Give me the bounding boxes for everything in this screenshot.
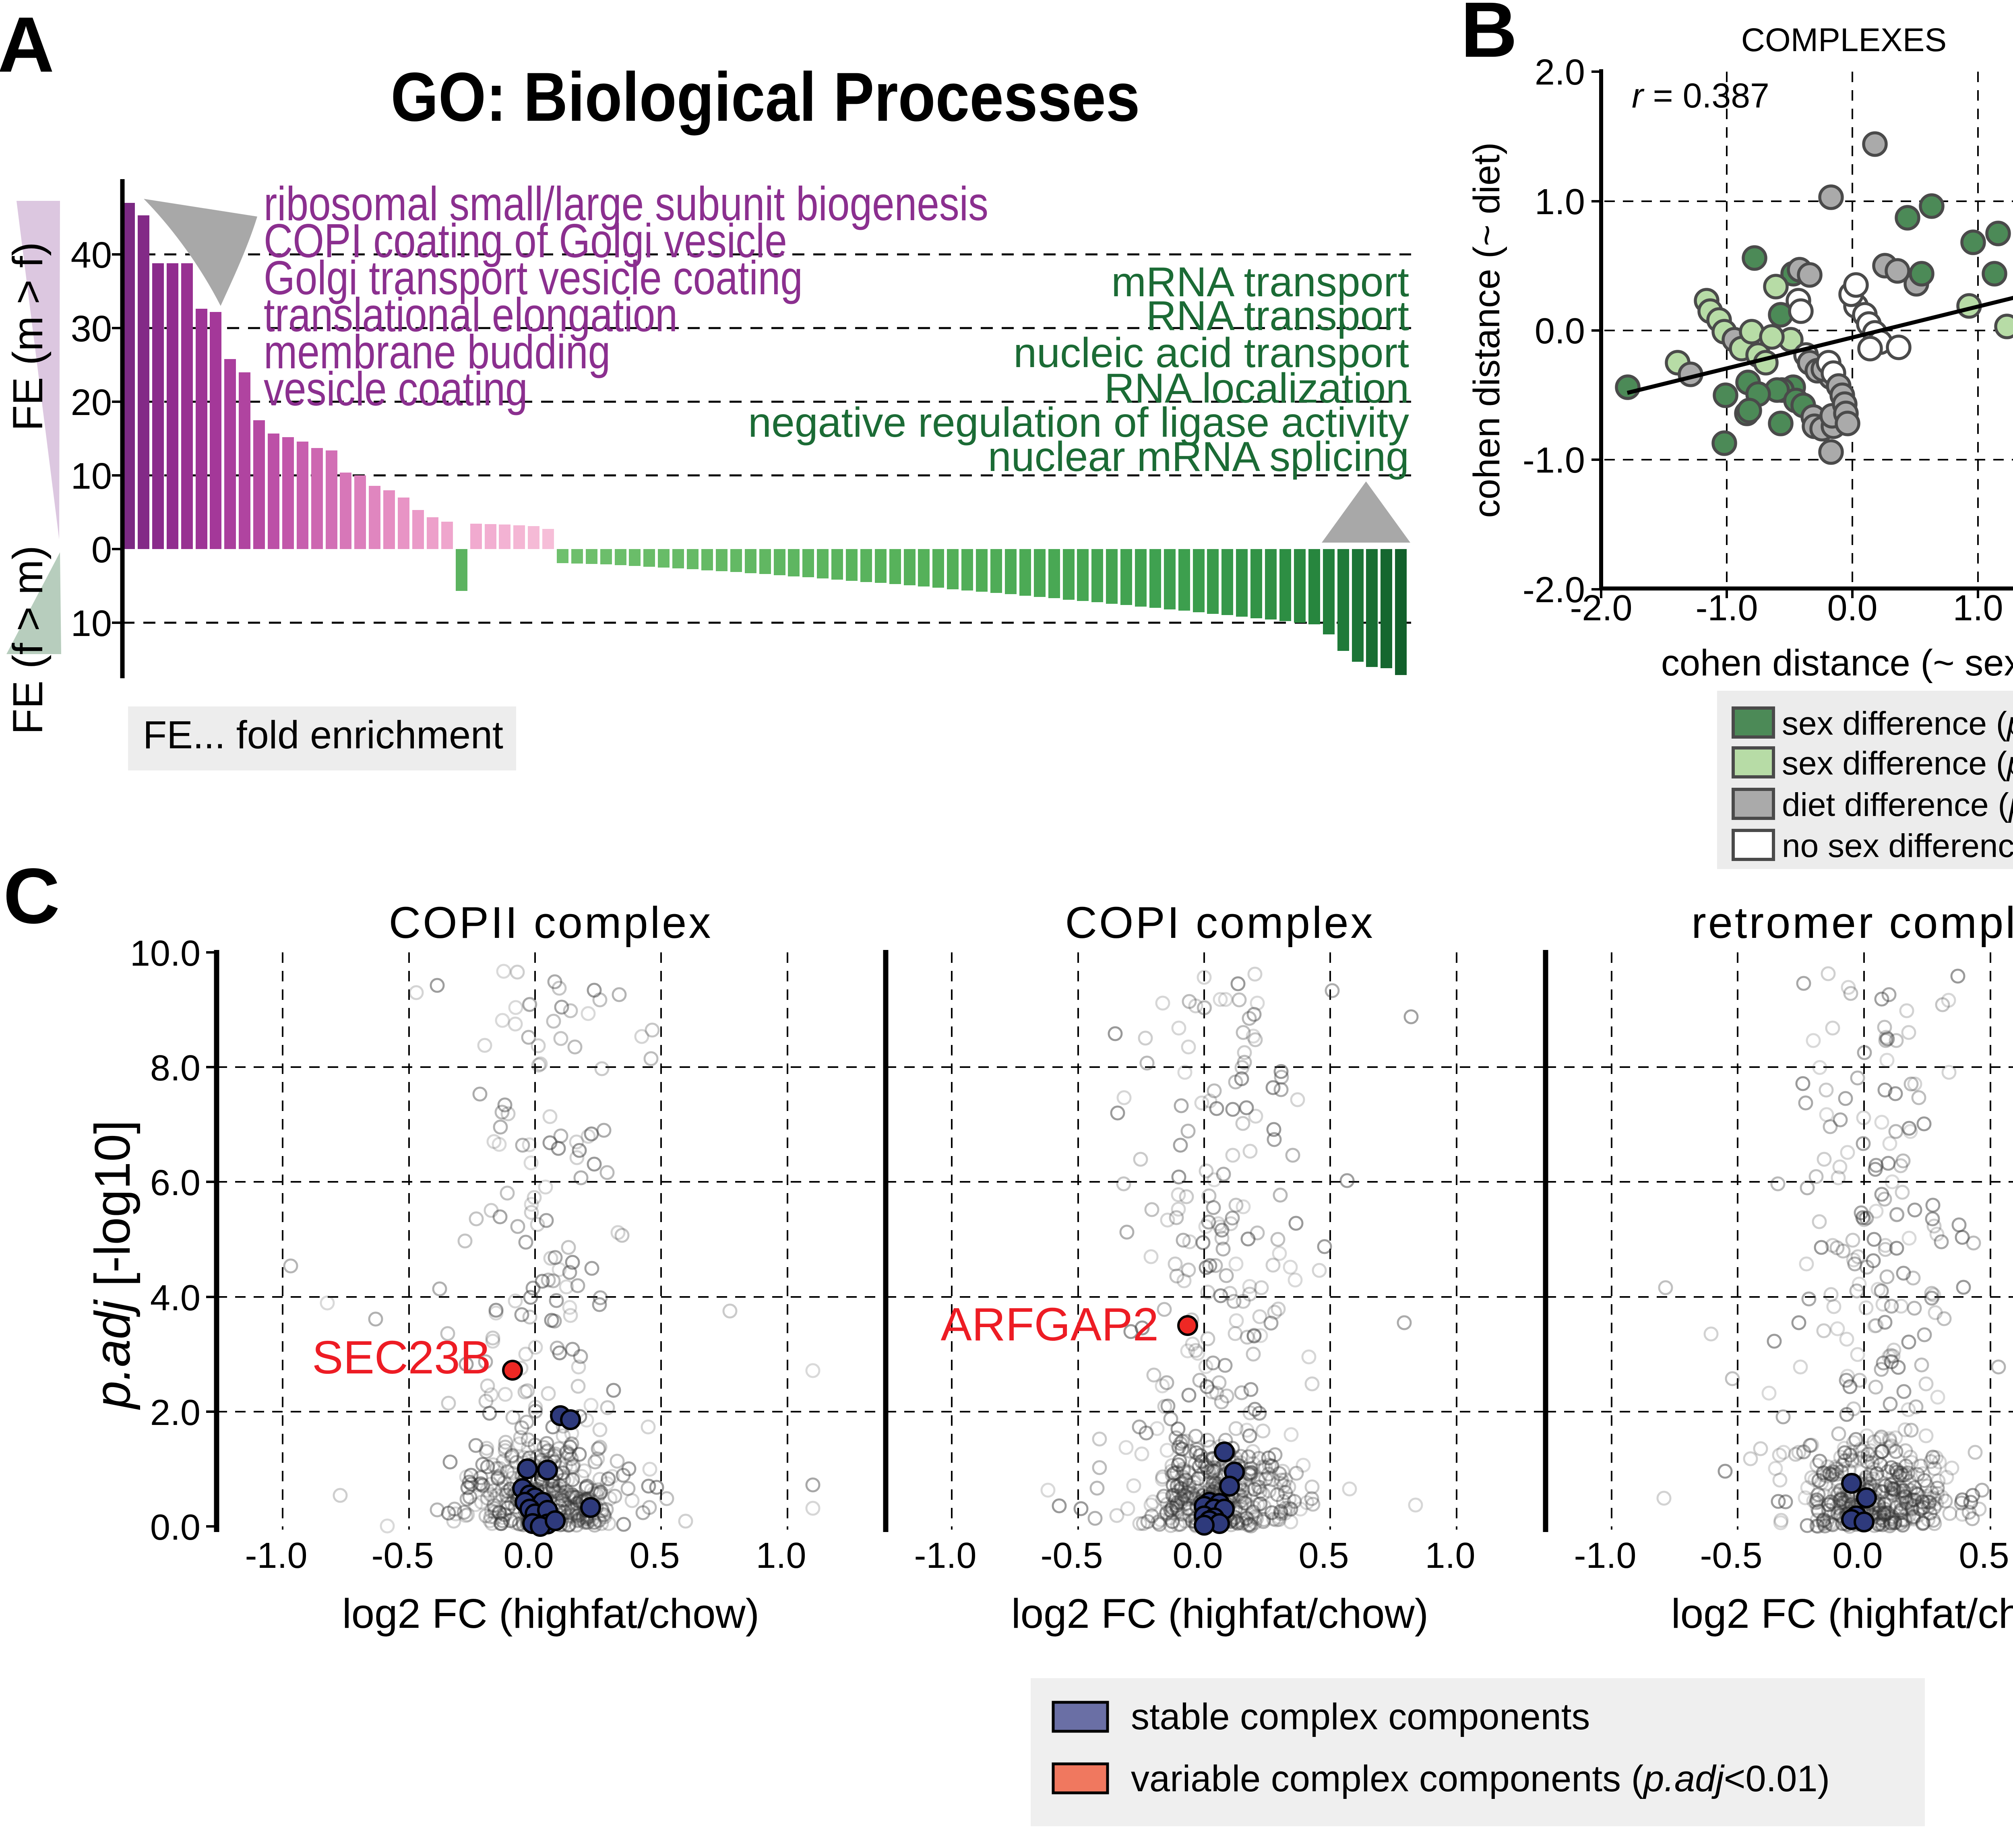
svg-text:retromer complex: retromer complex	[1691, 898, 2013, 948]
svg-text:20: 20	[71, 382, 112, 423]
svg-text:nuclear mRNA splicing: nuclear mRNA splicing	[988, 434, 1409, 480]
svg-text:10: 10	[71, 456, 112, 497]
svg-text:FE (m > f): FE (m > f)	[4, 242, 52, 431]
svg-text:40: 40	[71, 235, 112, 276]
svg-text:4.0: 4.0	[150, 1278, 200, 1318]
svg-text:vesicle coating: vesicle coating	[264, 363, 528, 416]
svg-text:1.0: 1.0	[1425, 1536, 1475, 1576]
svg-text:FE... fold enrichment: FE... fold enrichment	[143, 713, 503, 757]
svg-text:variable complex components (p: variable complex components (p.adj<0.01)	[1131, 1758, 1830, 1799]
svg-text:membrane budding: membrane budding	[264, 326, 610, 379]
svg-text:-0.5: -0.5	[1700, 1536, 1762, 1576]
svg-text:-0.5: -0.5	[371, 1536, 434, 1576]
svg-text:negative regulation of ligase: negative regulation of ligase activity	[748, 399, 1409, 446]
svg-text:0.0: 0.0	[1827, 588, 1877, 628]
svg-text:C: C	[3, 852, 60, 940]
svg-text:2.0: 2.0	[1535, 52, 1585, 93]
svg-text:cohen distance (~ diet): cohen distance (~ diet)	[1466, 142, 1507, 518]
svg-text:2.0: 2.0	[150, 1393, 200, 1433]
svg-text:translational elongation: translational elongation	[264, 289, 678, 342]
svg-text:p.adj [-log10]: p.adj [-log10]	[85, 1120, 141, 1410]
svg-text:0.5: 0.5	[1298, 1536, 1349, 1576]
svg-text:sex difference (p.adj<0.01), n: sex difference (p.adj<0.01), no diet dif…	[1782, 745, 2013, 782]
svg-text:0.0: 0.0	[1535, 311, 1585, 351]
svg-text:ribosomal small/large subunit: ribosomal small/large subunit biogenesis	[264, 178, 988, 231]
svg-text:B: B	[1461, 0, 1517, 74]
svg-text:1.0: 1.0	[1535, 182, 1585, 222]
svg-text:8.0: 8.0	[150, 1048, 200, 1088]
svg-text:COMPLEXES: COMPLEXES	[1741, 22, 1947, 58]
svg-text:0.5: 0.5	[629, 1536, 680, 1576]
svg-text:sex difference (p.adj<0.01) &: sex difference (p.adj<0.01) & diet diffe…	[1782, 705, 2013, 742]
svg-text:0.5: 0.5	[1959, 1536, 2009, 1576]
svg-text:1.0: 1.0	[756, 1536, 806, 1576]
svg-text:Golgi transport vesicle coatin: Golgi transport vesicle coating	[264, 252, 803, 305]
svg-text:nucleic acid transport: nucleic acid transport	[1013, 330, 1409, 376]
svg-text:-1.0: -1.0	[1523, 440, 1585, 481]
svg-text:FE (f > m): FE (f > m)	[4, 545, 52, 735]
svg-text:GO: Biological Processes: GO: Biological Processes	[391, 58, 1140, 136]
svg-text:log2 FC (highfat/chow): log2 FC (highfat/chow)	[342, 1590, 759, 1637]
svg-text:cohen distance (~ sex): cohen distance (~ sex)	[1661, 642, 2013, 683]
svg-text:10: 10	[71, 603, 112, 644]
svg-text:COPII complex: COPII complex	[389, 898, 713, 948]
svg-text:-1.0: -1.0	[914, 1536, 976, 1576]
svg-text:-2.0: -2.0	[1523, 570, 1585, 610]
svg-text:1.0: 1.0	[1953, 588, 2003, 628]
svg-text:SEC23B: SEC23B	[312, 1331, 491, 1383]
svg-text:30: 30	[71, 308, 112, 349]
svg-text:no sex difference, no diet dif: no sex difference, no diet difference	[1782, 828, 2013, 864]
svg-text:0: 0	[91, 529, 112, 570]
svg-text:6.0: 6.0	[150, 1163, 200, 1203]
svg-text:RNA localization: RNA localization	[1104, 365, 1409, 412]
svg-text:mRNA transport: mRNA transport	[1111, 259, 1409, 306]
svg-text:0.0: 0.0	[1172, 1536, 1223, 1576]
svg-text:RNA transport: RNA transport	[1146, 293, 1409, 339]
svg-text:diet difference (p.adj<0.01),: diet difference (p.adj<0.01), no sex dif…	[1782, 787, 2013, 823]
svg-text:0.0: 0.0	[150, 1507, 200, 1548]
svg-text:log2 FC (highfat/chow): log2 FC (highfat/chow)	[1011, 1590, 1428, 1637]
svg-text:ARFGAP2: ARFGAP2	[941, 1298, 1159, 1350]
svg-text:-2.0: -2.0	[1570, 588, 1632, 628]
svg-text:10.0: 10.0	[130, 933, 200, 974]
svg-text:0.0: 0.0	[1832, 1536, 1883, 1576]
svg-text:r = 0.387: r = 0.387	[1632, 76, 1769, 115]
svg-text:COPI coating of Golgi vesicle: COPI coating of Golgi vesicle	[264, 215, 787, 268]
svg-text:-1.0: -1.0	[1574, 1536, 1636, 1576]
svg-text:stable complex components: stable complex components	[1131, 1696, 1590, 1737]
svg-text:0.0: 0.0	[503, 1536, 554, 1576]
svg-text:COPI complex: COPI complex	[1065, 898, 1374, 948]
svg-text:-1.0: -1.0	[245, 1536, 307, 1576]
svg-text:A: A	[0, 1, 54, 89]
svg-text:-1.0: -1.0	[1695, 588, 1758, 628]
svg-text:-0.5: -0.5	[1040, 1536, 1103, 1576]
svg-text:log2 FC (highfat/chow): log2 FC (highfat/chow)	[1671, 1590, 2013, 1637]
